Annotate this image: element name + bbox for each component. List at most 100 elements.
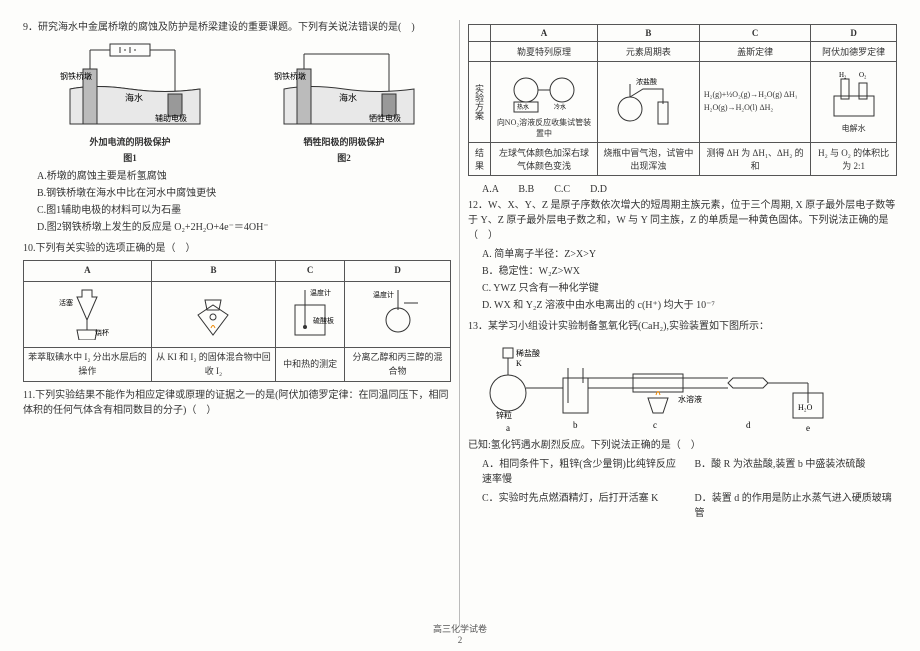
table-row: 活塞 烧杯 xyxy=(24,281,451,348)
q13-post: 已知:氢化钙遇水剧烈反应。下列说法正确的是（ ） xyxy=(468,438,897,453)
q10-dia-D: 温度计 xyxy=(345,281,451,348)
question-11-stem-part: 11.下列实验结果不能作为相应定律或原理的证据之一的是(阿伏加德罗定律：在同温同… xyxy=(23,388,451,418)
q13-optD: D．装置 d 的作用是防止水蒸气进入硬质玻璃管 xyxy=(695,491,898,521)
footer-page: 2 xyxy=(458,635,463,645)
q9-optB: B.钢铁桥墩在海水中比在河水中腐蚀更快 xyxy=(37,186,451,201)
calorimeter-icon: 温度计 硫酸板 xyxy=(280,285,340,340)
svg-text:浓盐酸: 浓盐酸 xyxy=(636,77,657,86)
q11-dia-C: H₂(g)+½O₂(g)→H₂O(g) ΔH₁ H₂O(g)→H₂O(l) ΔH… xyxy=(699,62,810,143)
q10-cap-C: 中和热的测定 xyxy=(276,348,345,382)
q9-options: A.桥墩的腐蚀主要是析氢腐蚀 B.钢铁桥墩在海水中比在河水中腐蚀更快 C.图1辅… xyxy=(23,169,451,235)
svg-text:b: b xyxy=(573,420,578,430)
svg-text:海水: 海水 xyxy=(125,92,143,103)
q11-choices: A.A B.B C.C D.D xyxy=(468,180,897,195)
q11-r1-D: 阿伏加德罗定律 xyxy=(811,42,897,62)
bridge-protection-diagram-2: 钢铁桥墩 海水 牺牲电极 xyxy=(269,39,419,134)
table-row: 结果 左球气体颜色加深右球气体颜色变浅 烧瓶中冒气泡，试管中出现浑浊 测得 ΔH… xyxy=(469,143,897,176)
svg-text:O₂: O₂ xyxy=(859,71,867,79)
exam-page: 9．研究海水中金属桥墩的腐蚀及防护是桥梁建设的重要课题。下列有关说法错误的是( … xyxy=(0,0,920,651)
q9-fig2: 钢铁桥墩 海水 牺牲电极 牺牲阳极的阴极保护 图2 xyxy=(269,39,419,165)
q12-optC: C. YWZ 只含有一种化学键 xyxy=(482,281,897,296)
q9-fig2-caption: 牺牲阳极的阴极保护 xyxy=(269,136,419,150)
q11-r3-B: 烧瓶中冒气泡，试管中出现浑浊 xyxy=(597,143,699,176)
q10-th-D: D xyxy=(345,261,451,282)
question-10: 10.下列有关实验的选项正确的是（ ） A B C D 活塞 xyxy=(23,241,451,382)
svg-text:活塞: 活塞 xyxy=(59,298,73,307)
q11-dia-D: H₂ O₂ 电解水 xyxy=(811,62,897,143)
q11-th-D: D xyxy=(811,25,897,42)
q9-fig1-caption: 外加电流的阴极保护 xyxy=(55,136,205,150)
svg-text:a: a xyxy=(506,423,510,433)
q11-dia-A-note: 向NO₂溶液反应收集试管装置中 xyxy=(495,117,593,139)
q11-row3-label: 结果 xyxy=(469,143,491,176)
table-row: A B C D xyxy=(24,261,451,282)
svg-text:温度计: 温度计 xyxy=(310,288,331,297)
q11-dia-D-note: 电解水 xyxy=(815,123,892,134)
q9-optD: D.图2钢铁桥墩上发生的反应是 O₂+2H₂O+4e⁻＝4OH⁻ xyxy=(37,220,451,235)
q11-th-B: B xyxy=(597,25,699,42)
q13-options: A．相同条件下，粗锌(含少量铜)比纯锌反应速率慢 B．酸 R 为浓盐酸,装置 b… xyxy=(468,457,897,523)
svg-text:温度计: 温度计 xyxy=(373,290,394,299)
flask-gas-tube-icon: 浓盐酸 xyxy=(608,74,688,129)
q9-figures: 钢铁桥墩 海水 辅助电极 外加电流的阴极保护 图1 xyxy=(23,39,451,165)
page-footer: 高三化学试卷 2 xyxy=(0,622,920,645)
table-row: 勒夏特列原理 元素周期表 盖斯定律 阿伏加德罗定律 xyxy=(469,42,897,62)
q10-cap-B: 从 KI 和 I₂ 的固体混合物中回收 I₂ xyxy=(151,348,275,382)
q11-dia-A: 热水 冷水 向NO₂溶液反应收集试管装置中 xyxy=(491,62,598,143)
q13-optB: B．酸 R 为浓盐酸,装置 b 中盛装浓硫酸 xyxy=(695,457,898,487)
svg-text:海水: 海水 xyxy=(339,92,357,103)
svg-text:冷水: 冷水 xyxy=(554,103,566,111)
q9-fig2-label: 图2 xyxy=(269,152,419,166)
left-column: 9．研究海水中金属桥墩的腐蚀及防护是桥梁建设的重要课题。下列有关说法错误的是( … xyxy=(15,20,460,626)
svg-text:水溶液: 水溶液 xyxy=(678,394,702,404)
distillation-flask-icon: 温度计 xyxy=(368,285,428,340)
q12-optD: D. WX 和 Y₂Z 溶液中由水电离出的 c(H⁺) 均大于 10⁻⁷ xyxy=(482,298,897,313)
footer-text: 高三化学试卷 xyxy=(433,624,487,634)
q10-th-B: B xyxy=(151,261,275,282)
q12-optB: B．稳定性：W₂Z>WX xyxy=(482,264,897,279)
q13-stem: 13．某学习小组设计实验制备氢氧化钙(CaH₂),实验装置如下图所示： xyxy=(468,319,897,334)
q9-fig1-label: 图1 xyxy=(55,152,205,166)
svg-text:e: e xyxy=(806,423,810,433)
svg-text:H₂O: H₂O xyxy=(798,403,813,412)
svg-text:硫酸板: 硫酸板 xyxy=(313,316,334,325)
q10-cap-A: 苯萃取碘水中 I₂ 分出水层后的操作 xyxy=(24,348,152,382)
svg-text:钢铁桥墩: 钢铁桥墩 xyxy=(274,71,306,81)
q12-options: A. 简单离子半径：Z>X>Y B．稳定性：W₂Z>WX C. YWZ 只含有一… xyxy=(468,247,897,313)
bridge-protection-diagram-1: 钢铁桥墩 海水 辅助电极 xyxy=(55,39,205,134)
table-row: A B C D xyxy=(469,25,897,42)
svg-text:锌粒: 锌粒 xyxy=(496,410,512,420)
svg-text:牺牲电极: 牺牲电极 xyxy=(369,113,401,123)
svg-text:烧杯: 烧杯 xyxy=(95,328,109,337)
svg-text:热水: 热水 xyxy=(517,103,529,111)
q11-r3-A: 左球气体颜色加深右球气体颜色变浅 xyxy=(491,143,598,176)
two-bulb-icon: 热水 冷水 xyxy=(504,65,584,115)
q9-stem: 9．研究海水中金属桥墩的腐蚀及防护是桥梁建设的重要课题。下列有关说法错误的是( … xyxy=(23,20,451,35)
q11-stem: 11.下列实验结果不能作为相应定律或原理的证据之一的是(阿伏加德罗定律：在同温同… xyxy=(23,388,451,418)
crucible-heating-icon xyxy=(183,285,243,340)
q13-optA: A．相同条件下，粗锌(含少量铜)比纯锌反应速率慢 xyxy=(482,457,685,487)
q10-cap-D: 分离乙醇和丙三醇的混合物 xyxy=(345,348,451,382)
svg-text:d: d xyxy=(746,420,751,430)
q10-dia-A: 活塞 烧杯 xyxy=(24,281,152,348)
separating-funnel-icon: 活塞 烧杯 xyxy=(57,285,117,340)
q12-stem: 12．W、X、Y、Z 是原子序数依次增大的短周期主族元素，位于三个周期, X 原… xyxy=(468,198,897,243)
svg-text:c: c xyxy=(653,420,657,430)
q11-dia-B: 浓盐酸 xyxy=(597,62,699,143)
svg-text:辅助电极: 辅助电极 xyxy=(155,113,187,123)
question-12: 12．W、X、Y、Z 是原子序数依次增大的短周期主族元素，位于三个周期, X 原… xyxy=(468,198,897,313)
svg-text:K: K xyxy=(516,359,522,368)
question-9: 9．研究海水中金属桥墩的腐蚀及防护是桥梁建设的重要课题。下列有关说法错误的是( … xyxy=(23,20,451,235)
q11-r1-B: 元素周期表 xyxy=(597,42,699,62)
q11-r1-A: 勒夏特列原理 xyxy=(491,42,598,62)
electrolysis-icon: H₂ O₂ xyxy=(819,71,889,121)
cah2-apparatus-diagram: 稀盐酸 K 锌粒 a b c 水溶液 xyxy=(468,338,888,433)
q11-th-C: C xyxy=(699,25,810,42)
q10-stem: 10.下列有关实验的选项正确的是（ ） xyxy=(23,241,451,256)
q11-r3-C: 测得 ΔH 为 ΔH₁、ΔH₂ 的和 xyxy=(699,143,810,176)
svg-text:钢铁桥墩: 钢铁桥墩 xyxy=(60,71,92,81)
q11-table: A B C D 勒夏特列原理 元素周期表 盖斯定律 阿伏加德罗定律 实验方案 xyxy=(468,24,897,176)
svg-text:稀盐酸: 稀盐酸 xyxy=(516,348,540,358)
q13-optC: C．实验时先点燃酒精灯，后打开活塞 K xyxy=(482,491,685,521)
question-13: 13．某学习小组设计实验制备氢氧化钙(CaH₂),实验装置如下图所示： 稀盐酸 … xyxy=(468,319,897,523)
